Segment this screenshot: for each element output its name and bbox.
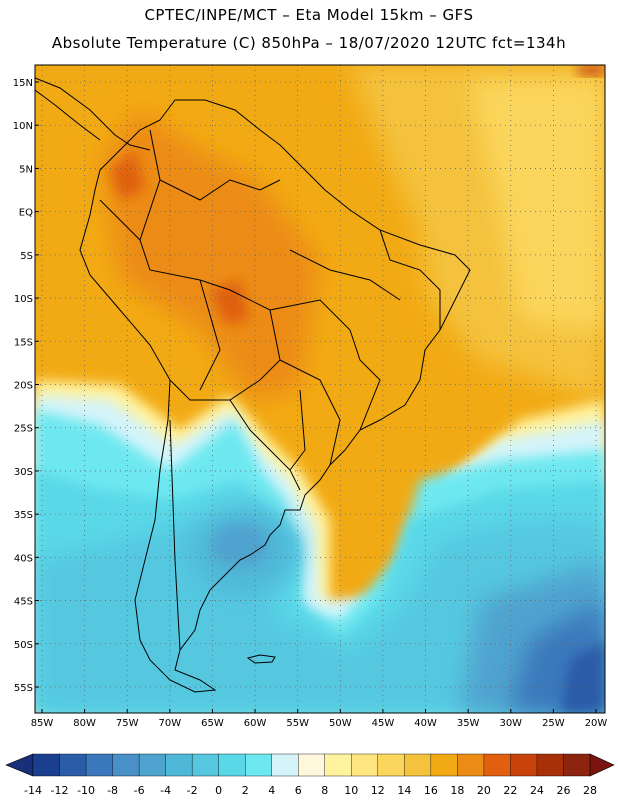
lat-tick-label: 25S bbox=[14, 424, 33, 435]
map-title-line1: CPTEC/INPE/MCT – Eta Model 15km – GFS bbox=[144, 6, 474, 24]
longitude-labels: 85W 80W 75W 70W 65W 60W 55W 50W 45W 40W 35W 30W 25W 2… bbox=[31, 709, 608, 729]
colorbar-swatch bbox=[483, 753, 511, 777]
colorbar-swatch bbox=[536, 753, 564, 777]
colorbar-label: 0 bbox=[215, 784, 222, 797]
lat-tick-label: 35S bbox=[14, 510, 33, 521]
lon-tick-label: 55W bbox=[286, 718, 309, 729]
colorbar-swatch bbox=[324, 753, 352, 777]
lat-tick-label: 45S bbox=[14, 597, 33, 608]
colorbar-swatch bbox=[85, 753, 114, 777]
lat-tick-label: 30S bbox=[14, 467, 33, 478]
colorbar-swatch bbox=[112, 753, 140, 777]
colorbar-label: 2 bbox=[242, 784, 249, 797]
colorbar-label: 16 bbox=[424, 784, 438, 797]
colorbar-label: 24 bbox=[530, 784, 544, 797]
colorbar-label: 14 bbox=[397, 784, 411, 797]
colorbar-swatch bbox=[377, 753, 405, 777]
colorbar-swatch bbox=[244, 753, 273, 777]
colorbar-swatch bbox=[191, 753, 220, 777]
colorbar-swatch bbox=[510, 753, 538, 777]
lat-tick-label: 15S bbox=[14, 337, 33, 348]
lat-tick-label: 55S bbox=[14, 683, 33, 694]
colorbar-underflow-arrow bbox=[5, 753, 34, 777]
colorbar-swatch bbox=[165, 753, 193, 777]
lat-tick-label: 40S bbox=[14, 553, 33, 564]
latitude-labels: 15N 10N 5N EQ 5S 10S 15S 20S 25S 30S 35S 40S 45S 50S 5… bbox=[13, 78, 39, 694]
lon-tick-label: 65W bbox=[201, 718, 224, 729]
colorbar-swatch bbox=[138, 753, 167, 777]
colorbar-label: 12 bbox=[371, 784, 385, 797]
lat-tick-label: 10N bbox=[13, 121, 33, 132]
colorbar-label: -10 bbox=[77, 784, 95, 797]
map-title-line2: Absolute Temperature (C) 850hPa – 18/07/… bbox=[51, 34, 567, 52]
colorbar-label: 18 bbox=[450, 784, 464, 797]
lat-tick-label: 10S bbox=[14, 294, 33, 305]
lon-tick-label: 70W bbox=[159, 718, 182, 729]
colorbar-label: 20 bbox=[477, 784, 491, 797]
temperature-field bbox=[35, 65, 605, 713]
lon-tick-label: 60W bbox=[244, 718, 267, 729]
lon-tick-label: 80W bbox=[73, 718, 96, 729]
colorbar-label: 22 bbox=[503, 784, 517, 797]
colorbar-label: 8 bbox=[321, 784, 328, 797]
colorbar-label: 10 bbox=[344, 784, 358, 797]
lon-tick-label: 30W bbox=[499, 718, 522, 729]
colorbar-label: -12 bbox=[51, 784, 69, 797]
lon-tick-label: 20W bbox=[585, 718, 608, 729]
lon-tick-label: 85W bbox=[31, 718, 54, 729]
lat-tick-label: 20S bbox=[14, 381, 33, 392]
lon-tick-label: 25W bbox=[542, 718, 565, 729]
colorbar-swatch bbox=[59, 753, 87, 777]
colorbar-overflow-arrow bbox=[589, 753, 615, 777]
colorbar-swatch bbox=[32, 753, 61, 777]
lon-tick-label: 45W bbox=[372, 718, 395, 729]
colorbar-label: 6 bbox=[295, 784, 302, 797]
colorbar-label: -8 bbox=[107, 784, 118, 797]
colorbar-swatch bbox=[404, 753, 432, 777]
colorbar-label: -14 bbox=[24, 784, 42, 797]
lat-tick-label: 15N bbox=[13, 78, 33, 89]
colorbar-swatch bbox=[218, 753, 246, 777]
color-scale-legend: -14 -12 -10 -8 -6 -4 -2 0 2 4 6 8 10 12 14 16 18 20 22 24 26… bbox=[5, 753, 615, 797]
map-frame bbox=[34, 64, 606, 714]
country-boundaries bbox=[35, 77, 471, 693]
lon-tick-label: 40W bbox=[414, 718, 437, 729]
lat-tick-label: EQ bbox=[19, 208, 33, 219]
colorbar-label: 4 bbox=[268, 784, 275, 797]
colorbar-swatch bbox=[563, 753, 591, 777]
colorbar-swatch bbox=[298, 753, 326, 777]
lat-tick-label: 5S bbox=[20, 251, 33, 262]
lon-tick-label: 75W bbox=[116, 718, 139, 729]
lat-tick-label: 50S bbox=[14, 640, 33, 651]
colorbar-label: -4 bbox=[160, 784, 171, 797]
colorbar-swatch bbox=[271, 753, 299, 777]
lat-tick-label: 5N bbox=[19, 164, 33, 175]
colorbar-label: 28 bbox=[583, 784, 597, 797]
colorbar-label: -6 bbox=[134, 784, 145, 797]
colorbar-swatch bbox=[457, 753, 485, 777]
colorbar-label: 26 bbox=[556, 784, 570, 797]
colorbar-label: -2 bbox=[187, 784, 198, 797]
lon-tick-label: 35W bbox=[457, 718, 480, 729]
lon-tick-label: 50W bbox=[329, 718, 352, 729]
colorbar-swatch bbox=[351, 753, 379, 777]
graticule bbox=[35, 65, 605, 713]
colorbar-swatch bbox=[430, 753, 458, 777]
